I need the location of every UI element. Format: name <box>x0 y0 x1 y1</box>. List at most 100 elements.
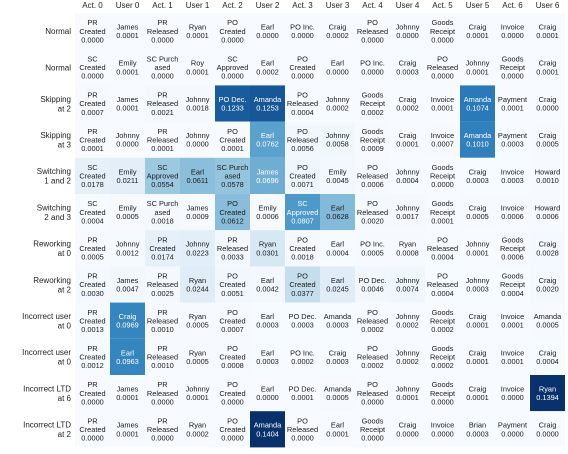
heatmap-cell <box>110 49 145 86</box>
heatmap-cell <box>355 157 390 194</box>
heatmap-cell <box>180 302 215 339</box>
heatmap-cell <box>110 411 145 448</box>
heatmap-cell <box>285 85 320 122</box>
cell-label: PO Dec. 0.0001 <box>289 385 317 403</box>
heatmap-cell <box>215 121 250 158</box>
heatmap-cell <box>145 121 180 158</box>
column-header: Act. 1 <box>152 1 173 10</box>
heatmap-cell <box>425 121 460 158</box>
heatmap-cell <box>145 302 180 339</box>
heatmap-cells: PR Created 0.0000 James 0.0001 PR Released 0.00… <box>75 13 565 448</box>
heatmap-cell <box>355 85 390 122</box>
heatmap-cell <box>425 157 460 194</box>
cell-label: Johnny 0.0000 <box>396 23 420 41</box>
row-header: Incorrect user at 0 <box>22 348 71 367</box>
heatmap-cell <box>285 194 320 231</box>
cell-label: James 0.0009 <box>186 204 209 222</box>
cell-label: PR Created 0.0000 <box>79 416 105 442</box>
heatmap-cell <box>75 13 110 50</box>
cell-label: Invoice 0.0001 <box>501 348 524 366</box>
cell-label: Goods Receipt 0.0000 <box>500 54 525 80</box>
heatmap-cell <box>460 121 495 158</box>
heatmap-cell <box>460 230 495 267</box>
heatmap-cell <box>460 194 495 231</box>
heatmap-cell <box>215 375 250 412</box>
cell-label: PO Created 0.0071 <box>289 163 315 189</box>
cell-label: Earl 0.0000 <box>256 385 279 403</box>
cell-label: PO Dec. 0.1233 <box>219 95 247 113</box>
cell-label: Ryan 0.1394 <box>536 385 559 403</box>
cell-label: Craig 0.0002 <box>396 95 419 113</box>
cell-label: Amanda 0.0005 <box>324 385 352 403</box>
cell-label: PO Created 0.0051 <box>219 272 245 298</box>
cell-label: PO Created 0.0377 <box>289 272 315 298</box>
cell-label: SC Purch ased 0.0000 <box>147 54 179 80</box>
cell-label: Craig 0.0001 <box>536 59 559 77</box>
cell-label: PO Created 0.0018 <box>289 235 315 261</box>
cell-label: PR Released 0.0001 <box>147 127 178 153</box>
cell-label: SC Created 0.0178 <box>79 163 105 189</box>
cell-label: Emily 0.0005 <box>116 204 139 222</box>
heatmap-cell <box>250 49 285 86</box>
heatmap-cell <box>390 266 425 303</box>
cell-label: Ryan 0.0244 <box>186 276 209 294</box>
heatmap-cell <box>250 302 285 339</box>
heatmap-cell <box>145 266 180 303</box>
cell-label: PR Released 0.0000 <box>147 416 178 442</box>
heatmap-cell <box>250 121 285 158</box>
cell-label: Johnny 0.0223 <box>186 240 210 258</box>
cell-label: SC Approved 0.0554 <box>147 163 179 189</box>
cell-label: Craig 0.0028 <box>536 240 559 258</box>
heatmap-cell <box>250 266 285 303</box>
cell-label: PR Released 0.0025 <box>147 272 178 298</box>
cell-label: Johnny 0.0002 <box>326 95 350 113</box>
heatmap-cell <box>460 13 495 50</box>
cell-label: Johnny 0.0001 <box>466 240 490 258</box>
heatmap-cell <box>460 375 495 412</box>
heatmap-cell <box>75 302 110 339</box>
heatmap-cell <box>180 85 215 122</box>
heatmap-cell <box>180 375 215 412</box>
heatmap-cell <box>110 230 145 267</box>
heatmap-cell <box>110 375 145 412</box>
heatmap-cell <box>110 194 145 231</box>
heatmap-cell <box>320 411 355 448</box>
cell-label: Goods Receipt 0.0006 <box>500 235 525 261</box>
cell-label: Goods Receipt 0.0002 <box>430 308 455 334</box>
heatmap-cell <box>215 13 250 50</box>
heatmap-cell <box>355 338 390 375</box>
heatmap-cell <box>215 49 250 86</box>
cell-label: Goods Receipt 0.0002 <box>430 344 455 370</box>
cell-label: Ryan 0.0005 <box>186 348 209 366</box>
heatmap-cell <box>145 85 180 122</box>
cell-label: Goods Receipt 0.0001 <box>430 199 455 225</box>
heatmap-cell <box>495 13 530 50</box>
cell-label: PO Inc. 0.0000 <box>290 23 315 41</box>
heatmap-cell <box>110 302 145 339</box>
heatmap-cell <box>75 411 110 448</box>
cell-label: PR Created 0.0030 <box>79 272 105 298</box>
cell-label: PR Created 0.0001 <box>79 127 105 153</box>
cell-label: Johnny 0.0004 <box>396 167 420 185</box>
cell-label: Invoice 0.0001 <box>501 312 524 330</box>
cell-label: Earl 0.0001 <box>326 421 349 439</box>
heatmap-cell <box>250 85 285 122</box>
row-headers: Normal Normal Skipping at 2 Skipping at 3 Swit… <box>22 27 71 439</box>
heatmap-cell <box>425 230 460 267</box>
cell-label: PO Created 0.0007 <box>219 308 245 334</box>
heatmap-cell <box>250 338 285 375</box>
cell-label: Invoice 0.0006 <box>501 204 524 222</box>
cell-label: Invoice 0.0001 <box>431 95 454 113</box>
heatmap-cell <box>530 85 565 122</box>
row-header: Normal <box>45 27 71 36</box>
heatmap-cell <box>110 338 145 375</box>
heatmap-cell <box>530 411 565 448</box>
heatmap-cell <box>75 230 110 267</box>
heatmap-cell <box>390 13 425 50</box>
cell-label: PO Released 0.0004 <box>287 91 318 117</box>
column-header: User 5 <box>466 1 490 10</box>
heatmap-cell <box>495 49 530 86</box>
cell-label: Johnny 0.0002 <box>396 312 420 330</box>
heatmap-cell <box>250 230 285 267</box>
heatmap-cell <box>215 266 250 303</box>
